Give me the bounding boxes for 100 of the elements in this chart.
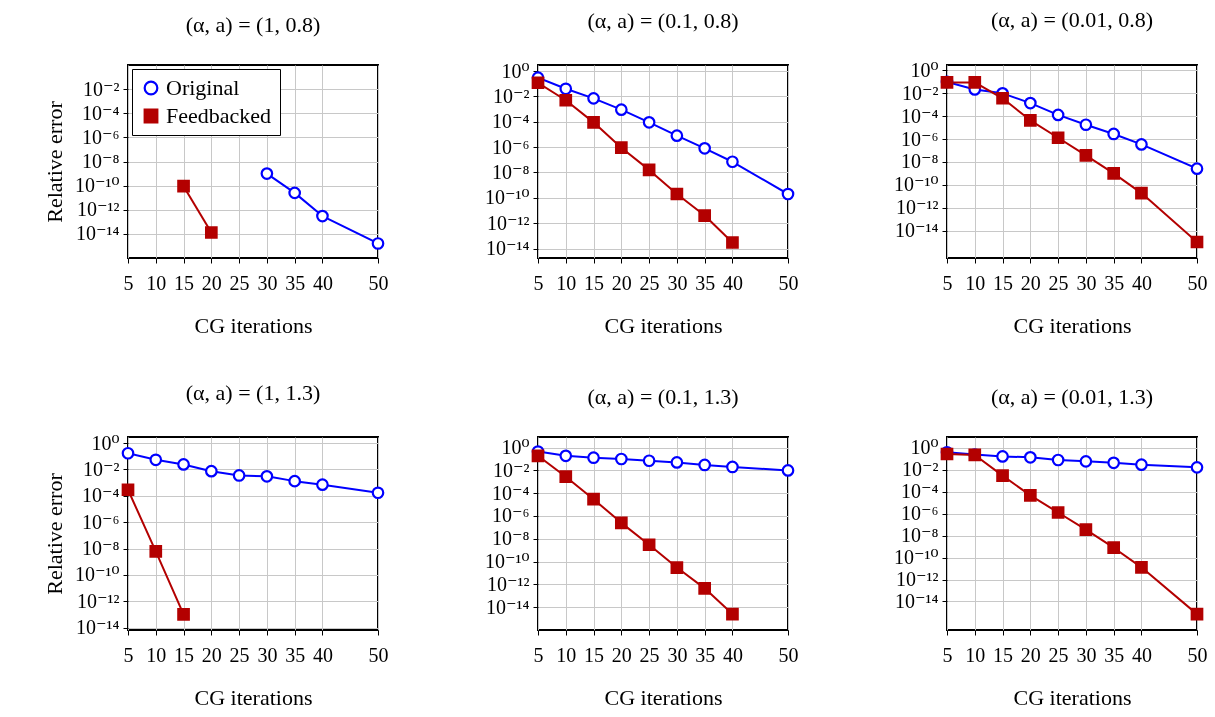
y-tick-label: 10⁻⁴ bbox=[81, 101, 120, 124]
point bbox=[531, 76, 544, 90]
x-tick-label: 10 bbox=[555, 643, 576, 666]
y-tick-label: 10⁻¹⁰ bbox=[74, 563, 120, 586]
x-tick-label: 50 bbox=[1187, 271, 1208, 294]
legend-label: Feedbacked bbox=[166, 103, 272, 128]
y-tick-label: 10⁻¹² bbox=[895, 196, 939, 219]
point bbox=[670, 561, 683, 574]
y-tick-label: 10⁻² bbox=[901, 81, 939, 104]
y-tick-label: 10⁻¹⁴ bbox=[894, 219, 939, 242]
y-tick-label: 10⁻⁴ bbox=[900, 104, 939, 127]
x-tick-label: 35 bbox=[694, 643, 715, 666]
x-axis-title: CG iterations bbox=[1013, 684, 1132, 710]
x-tick-label: 15 bbox=[174, 271, 195, 294]
chart-title: (α, a) = (0.1, 1.3) bbox=[586, 384, 739, 409]
y-tick-label: 10⁻⁶ bbox=[900, 127, 939, 150]
y-tick-label: 10⁻¹⁰ bbox=[484, 550, 529, 573]
point bbox=[177, 458, 190, 471]
x-tick-label: 35 bbox=[694, 271, 715, 294]
point bbox=[586, 451, 600, 465]
x-tick-label: 30 bbox=[1076, 271, 1097, 294]
point bbox=[1190, 461, 1204, 474]
x-tick-label: 40 bbox=[1131, 643, 1152, 666]
y-tick-label: 10⁻⁴ bbox=[81, 484, 120, 507]
point bbox=[586, 92, 600, 105]
x-axis-title: CG iterations bbox=[194, 312, 313, 338]
x-tick-label: 15 bbox=[993, 271, 1014, 294]
x-axis-title: CG iterations bbox=[604, 312, 722, 338]
point bbox=[288, 474, 302, 488]
point bbox=[1107, 127, 1121, 141]
point bbox=[288, 186, 302, 200]
point bbox=[1190, 162, 1204, 175]
point bbox=[1051, 453, 1065, 467]
point bbox=[1051, 131, 1065, 145]
point bbox=[1190, 235, 1204, 249]
point bbox=[204, 464, 218, 478]
y-tick-label: 10⁻⁶ bbox=[491, 504, 530, 527]
x-tick-label: 20 bbox=[611, 643, 632, 666]
y-axis-title: Relative error bbox=[41, 100, 67, 223]
x-tick-label: 50 bbox=[778, 271, 798, 294]
y-tick-label: 10⁻¹⁰ bbox=[74, 174, 120, 197]
y-tick-label: 10⁻⁶ bbox=[81, 510, 120, 533]
point bbox=[1023, 489, 1037, 502]
x-tick-label: 10 bbox=[555, 271, 576, 294]
chart-title: (α, a) = (0.01, 0.8) bbox=[990, 7, 1154, 33]
point bbox=[614, 141, 628, 155]
y-tick-label: 10⁻⁴ bbox=[491, 110, 530, 133]
point bbox=[232, 469, 246, 482]
x-tick-label: 40 bbox=[312, 643, 333, 666]
point bbox=[1107, 456, 1121, 470]
y-tick-label: 10⁻⁸ bbox=[81, 150, 120, 172]
point bbox=[781, 187, 794, 201]
x-tick-label: 25 bbox=[1048, 643, 1069, 666]
x-axis-title: CG iterations bbox=[1013, 312, 1132, 338]
y-tick-label: 10⁻¹² bbox=[895, 568, 939, 591]
y-tick-label: 10⁻⁸ bbox=[900, 524, 939, 547]
y-tick-label: 10⁻¹² bbox=[76, 589, 120, 612]
point bbox=[996, 450, 1009, 463]
point bbox=[260, 470, 274, 483]
point bbox=[1135, 560, 1148, 574]
x-tick-label: 15 bbox=[993, 643, 1014, 666]
point bbox=[1107, 541, 1121, 555]
y-tick-label: 10⁻⁸ bbox=[491, 160, 530, 183]
point bbox=[1135, 186, 1148, 200]
y-tick-label: 10⁰ bbox=[91, 431, 120, 454]
point bbox=[586, 492, 600, 506]
point bbox=[558, 470, 572, 484]
point bbox=[996, 91, 1009, 105]
x-tick-label: 35 bbox=[1104, 643, 1125, 666]
x-tick-label: 50 bbox=[1187, 643, 1208, 666]
x-tick-label: 25 bbox=[229, 271, 250, 294]
y-tick-label: 10⁻⁸ bbox=[900, 150, 939, 173]
y-tick-label: 10⁰ bbox=[500, 436, 529, 459]
y-tick-label: 10⁻⁴ bbox=[900, 480, 939, 503]
y-tick-label: 10⁻¹⁴ bbox=[75, 616, 120, 639]
y-tick-label: 10⁻¹⁰ bbox=[484, 186, 529, 209]
y-tick-label: 10⁰ bbox=[910, 436, 939, 459]
point bbox=[531, 449, 544, 463]
y-tick-label: 10⁰ bbox=[500, 59, 529, 82]
point bbox=[697, 582, 711, 595]
point bbox=[1023, 450, 1037, 464]
point bbox=[642, 538, 655, 552]
point bbox=[697, 458, 711, 472]
x-tick-label: 20 bbox=[611, 271, 632, 294]
y-axis-title: Relative error bbox=[41, 472, 67, 595]
point bbox=[204, 226, 218, 239]
point bbox=[1023, 113, 1037, 127]
x-tick-label: 10 bbox=[965, 271, 986, 294]
y-tick-label: 10⁻⁶ bbox=[491, 135, 530, 158]
x-axis-title: CG iterations bbox=[604, 684, 722, 710]
y-tick-label: 10⁻² bbox=[901, 458, 939, 481]
y-tick-label: 10⁻¹⁴ bbox=[485, 237, 530, 260]
y-tick-label: 10⁻⁸ bbox=[491, 527, 530, 550]
x-tick-label: 20 bbox=[201, 271, 222, 294]
chart-title: (α, a) = (0.1, 0.8) bbox=[586, 8, 739, 34]
point bbox=[121, 483, 135, 497]
y-tick-label: 10⁻⁸ bbox=[81, 537, 120, 560]
x-tick-label: 50 bbox=[778, 643, 798, 666]
y-tick-label: 10⁻² bbox=[82, 457, 120, 480]
point bbox=[586, 116, 600, 129]
